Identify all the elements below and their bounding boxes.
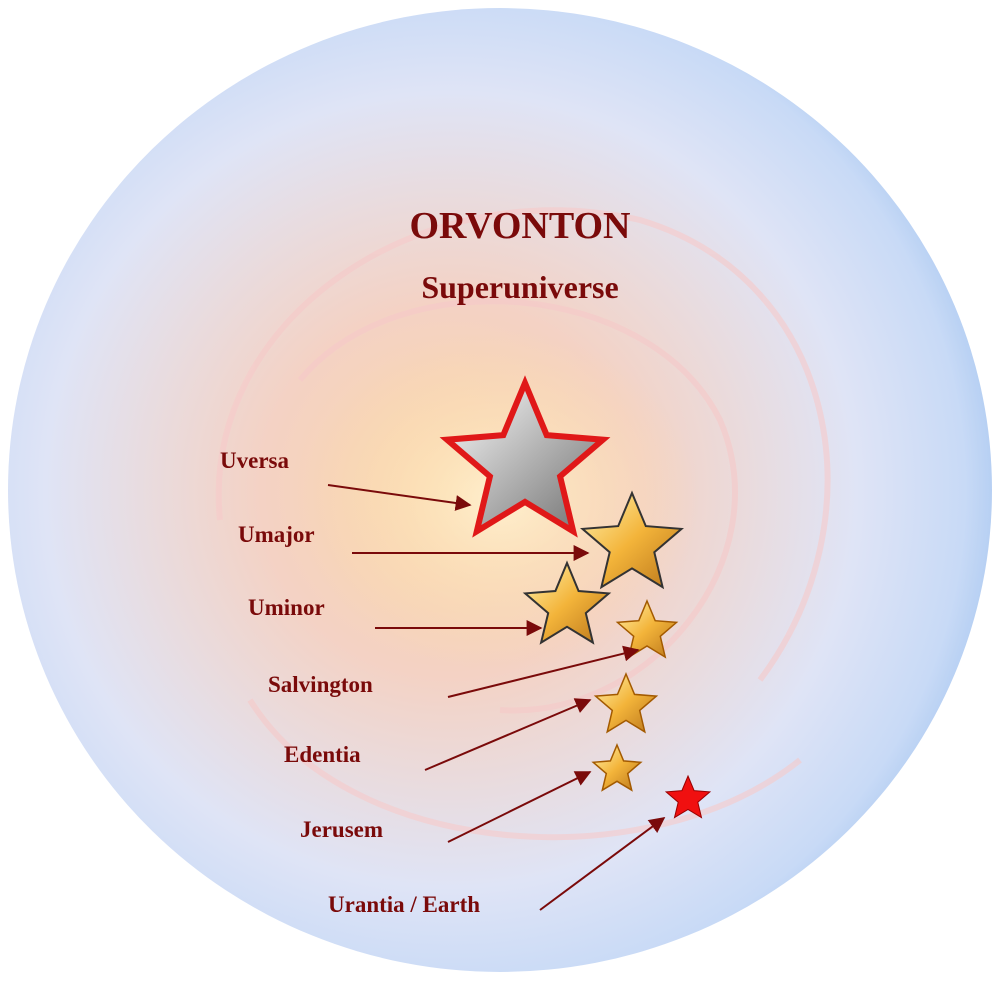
diagram: ORVONTON Superuniverse Uversa Umajor Umino…: [0, 0, 998, 981]
label: Salvington: [268, 672, 373, 697]
label: Jerusem: [300, 817, 383, 842]
label: Uversa: [220, 448, 289, 473]
page: ORVONTON Superuniverse Uversa Umajor Umino…: [0, 0, 998, 981]
subtitle: Superuniverse: [421, 269, 618, 305]
title: ORVONTON: [409, 205, 630, 247]
label: Uminor: [248, 595, 325, 620]
label: Urantia / Earth: [328, 892, 480, 917]
label: Umajor: [238, 522, 315, 547]
label: Edentia: [284, 742, 361, 767]
